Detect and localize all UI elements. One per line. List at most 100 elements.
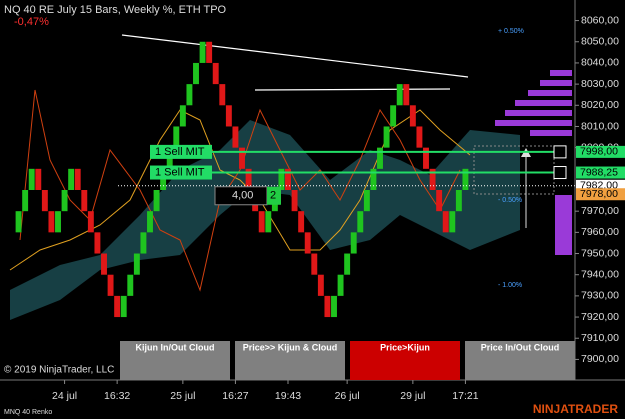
price-marker-label: 7998,00	[580, 146, 618, 158]
x-tick-label: 16:32	[104, 390, 130, 402]
renko-brick	[61, 190, 68, 212]
price-marker	[576, 145, 625, 158]
button[interactable]	[235, 341, 345, 380]
button-label: Price In/Out Cloud	[481, 342, 560, 352]
renko-brick	[258, 211, 265, 233]
renko-brick	[153, 190, 160, 212]
renko-brick	[133, 253, 140, 275]
renko-brick	[449, 211, 456, 233]
renko-brick	[193, 62, 199, 85]
renko-brick	[429, 168, 436, 190]
renko-brick	[291, 190, 298, 212]
renko-brick	[350, 232, 357, 254]
lagging-line	[19, 89, 461, 292]
renko-brick	[416, 126, 423, 148]
kijun-line	[9, 109, 471, 271]
renko-brick	[15, 211, 22, 233]
renko-brick	[107, 274, 114, 296]
renko-brick	[232, 126, 239, 148]
x-tick-label: 24 jul	[52, 390, 77, 402]
brand: NINJATRADER	[533, 402, 618, 416]
renko-brick	[324, 295, 331, 318]
renko-brick	[409, 105, 416, 127]
position-qty-box	[267, 186, 281, 205]
order-label: 1 Sell MIT	[155, 146, 205, 158]
renko-brick	[68, 168, 75, 190]
tpo-bar	[555, 195, 572, 255]
order-label: 1 Sell MIT	[155, 166, 205, 178]
renko-brick	[396, 84, 403, 106]
renko-brick	[94, 232, 101, 254]
renko-brick	[219, 84, 226, 106]
renko-brick	[363, 190, 370, 212]
percent-level: - 0.50%	[498, 197, 522, 204]
renko-brick	[442, 211, 449, 233]
renko-brick	[304, 232, 311, 254]
x-tick-label: 17:21	[452, 390, 478, 402]
y-tick-label: 7950,00	[581, 247, 619, 259]
tpo-profile	[495, 70, 572, 255]
renko-brick	[22, 190, 29, 212]
chart-title: NQ 40 RE July 15 Bars, Weekly %, ETH TPO	[4, 4, 227, 16]
y-tick-label: 8010,00	[581, 120, 619, 132]
y-tick-label: 7900,00	[581, 353, 619, 365]
button[interactable]	[465, 341, 575, 380]
renko-brick	[455, 190, 462, 212]
button[interactable]	[350, 341, 460, 380]
x-tick-label: 19:43	[275, 390, 301, 402]
renko-brick	[423, 147, 429, 169]
price-marker-label: 7988,25	[580, 166, 618, 178]
renko-brick	[140, 232, 147, 254]
renko-brick	[35, 168, 42, 190]
renko-brick	[199, 41, 206, 63]
order-tag	[150, 144, 212, 159]
order-tag	[150, 165, 212, 180]
y-tick-label: 7970,00	[581, 205, 619, 217]
x-tick-label: 26 jul	[335, 390, 360, 402]
renko-brick	[127, 274, 134, 296]
cancel-button[interactable]	[553, 145, 567, 159]
renko-brick	[311, 253, 318, 275]
renko-brick	[81, 190, 88, 212]
y-tick-label: 8040,00	[581, 57, 619, 69]
renko-brick	[344, 253, 351, 275]
renko-brick	[87, 211, 94, 233]
tpo-bar	[528, 90, 572, 96]
percent-level: - 1.00%	[498, 282, 522, 289]
percent-level: + 0.50%	[498, 28, 524, 35]
button-label: Kijun In/Out Cloud	[136, 342, 215, 352]
renko-brick	[41, 190, 48, 212]
renko-brick	[462, 168, 469, 190]
button[interactable]	[120, 341, 230, 380]
tpo-bar	[540, 80, 572, 86]
tpo-bar	[530, 130, 572, 136]
y-tick-label: 7930,00	[581, 290, 619, 302]
renko-brick	[28, 168, 35, 190]
renko-brick	[383, 126, 390, 148]
renko-brick	[48, 211, 55, 233]
renko-brick	[74, 168, 81, 190]
renko-brick	[337, 274, 344, 296]
renko-brick	[285, 168, 291, 190]
x-tick-label: 16:27	[222, 390, 248, 402]
renko-brick	[120, 295, 127, 318]
position-pnl: 4,00	[232, 190, 253, 202]
renko-brick	[114, 295, 121, 318]
renko-brick	[357, 211, 364, 233]
y-tick-label: 8020,00	[581, 99, 619, 111]
x-tick-label: 25 jul	[170, 390, 195, 402]
renko-brick	[239, 147, 245, 169]
y-tick-label: 7960,00	[581, 226, 619, 238]
renko-brick	[436, 190, 443, 212]
price-marker	[576, 166, 625, 179]
ichimoku-cloud	[10, 120, 520, 320]
cancel-button[interactable]	[553, 166, 567, 180]
position-qty: 2	[270, 190, 276, 202]
tpo-bar	[550, 70, 572, 76]
tpo-bar	[515, 100, 572, 106]
renko-brick	[370, 168, 377, 190]
renko-brick	[212, 62, 219, 85]
renko-brick	[173, 126, 180, 148]
renko-brick	[179, 105, 186, 127]
